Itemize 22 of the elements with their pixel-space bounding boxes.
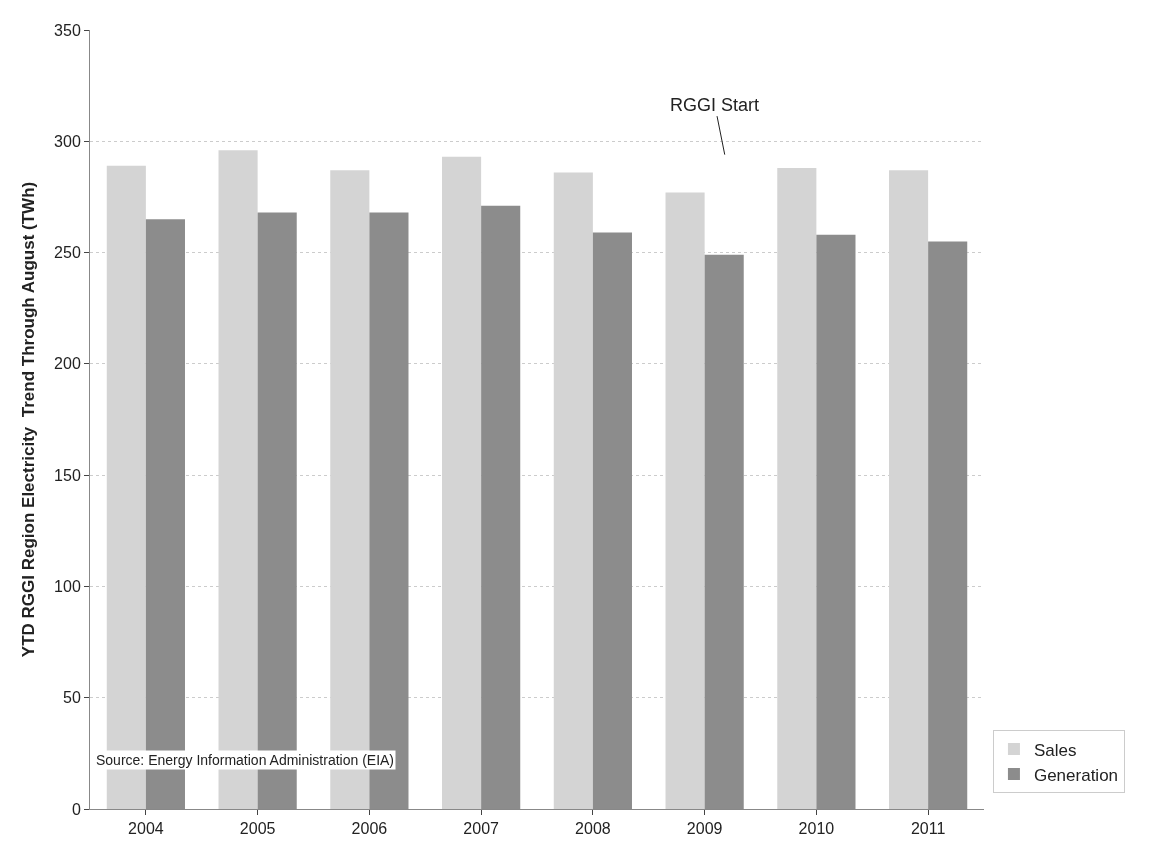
annotation: RGGI Start bbox=[670, 95, 760, 115]
legend-label: Generation bbox=[1033, 765, 1119, 785]
x-tick-label: 2005 bbox=[239, 820, 276, 838]
legend-label: Sales bbox=[1033, 740, 1077, 760]
x-tick-label: 2011 bbox=[910, 820, 946, 838]
bar bbox=[665, 192, 705, 809]
annotation: Source: Energy Information Administration (EIA) bbox=[96, 752, 395, 768]
x-tick-label: 2004 bbox=[128, 820, 164, 838]
y-tick-label: 50 bbox=[63, 689, 81, 707]
y-tick-label: 0 bbox=[71, 800, 81, 818]
y-tick-label: 350 bbox=[54, 21, 81, 39]
y-tick-label: 200 bbox=[54, 355, 81, 373]
y-axis-title: YTD RGGI Region Electricity Trend Through August (TWh) bbox=[18, 181, 38, 658]
y-tick-label: 100 bbox=[54, 578, 81, 596]
y-tick-label: 250 bbox=[54, 244, 81, 262]
x-tick-label: 2008 bbox=[575, 820, 611, 838]
y-tick-label: 150 bbox=[54, 466, 81, 484]
x-tick-label: 2009 bbox=[686, 820, 723, 838]
y-tick-label: 300 bbox=[54, 132, 81, 150]
x-tick-label: 2007 bbox=[463, 820, 500, 838]
x-tick-label: 2010 bbox=[798, 820, 835, 838]
x-tick-label: 2006 bbox=[351, 820, 388, 838]
